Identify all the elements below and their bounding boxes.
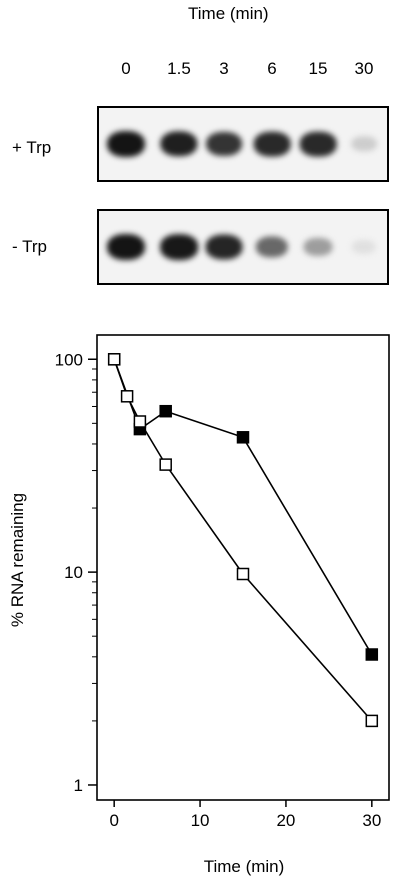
gel-band bbox=[160, 131, 198, 157]
gel-band bbox=[351, 136, 377, 152]
gel-band bbox=[299, 131, 337, 157]
data-point-filled bbox=[236, 431, 250, 444]
data-point-open bbox=[120, 390, 134, 403]
series-line bbox=[113, 359, 373, 722]
gel-panel-minus-trp bbox=[97, 209, 389, 285]
gel-band bbox=[206, 131, 242, 157]
x-tick-label: 10 bbox=[191, 811, 210, 830]
gel-band bbox=[107, 131, 145, 157]
x-tick-label: 0 bbox=[109, 811, 118, 830]
gel-band bbox=[160, 234, 198, 260]
y-tick-label: 100 bbox=[55, 350, 83, 369]
data-point-open bbox=[133, 415, 147, 428]
series-line bbox=[113, 359, 373, 655]
plot-frame bbox=[96, 334, 390, 801]
gel-band bbox=[255, 236, 289, 258]
lane-label: 3 bbox=[219, 59, 229, 78]
lane-label: 30 bbox=[354, 59, 374, 78]
data-point-open bbox=[107, 353, 121, 366]
lane-label: 1.5 bbox=[167, 59, 191, 78]
x-tick-label: 30 bbox=[362, 811, 381, 830]
lane-label: 6 bbox=[267, 59, 277, 78]
gel-band bbox=[351, 239, 377, 255]
gel-band bbox=[253, 131, 291, 157]
data-point-filled bbox=[159, 404, 172, 418]
x-axis-label: Time (min) bbox=[203, 857, 285, 876]
gel-band bbox=[107, 234, 145, 260]
data-point-open bbox=[159, 458, 172, 471]
data-point-open bbox=[236, 567, 250, 581]
gel-time-title: Time (min) bbox=[188, 4, 269, 23]
lane-label: 15 bbox=[308, 59, 328, 78]
gel-band bbox=[303, 237, 333, 257]
y-tick-label: 10 bbox=[64, 563, 83, 582]
gel-band bbox=[205, 234, 243, 260]
gel-row-label-plus-trp: + Trp bbox=[12, 138, 52, 157]
y-tick-label: 1 bbox=[74, 776, 83, 795]
gel-panel-plus-trp bbox=[97, 106, 389, 182]
data-point-filled bbox=[365, 648, 379, 661]
lane-label: 0 bbox=[121, 59, 131, 78]
gel-row-label-minus-trp: - Trp bbox=[12, 237, 47, 256]
data-point-open bbox=[365, 714, 379, 728]
x-tick-label: 20 bbox=[276, 811, 295, 830]
